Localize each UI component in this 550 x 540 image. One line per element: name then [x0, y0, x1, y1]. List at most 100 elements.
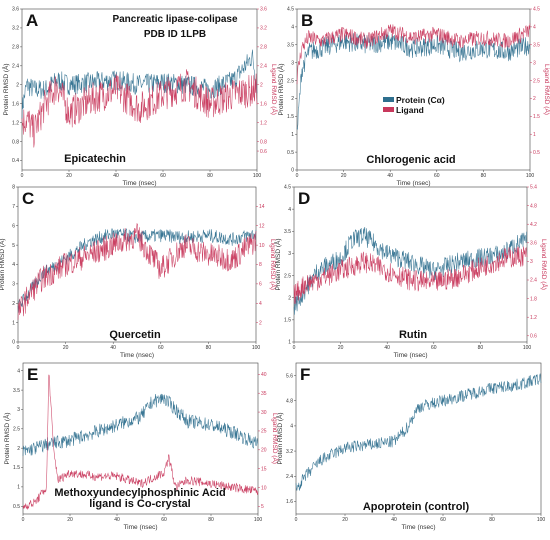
- x-tick-label: 40: [387, 173, 393, 179]
- x-tick-label: 80: [489, 517, 495, 523]
- y-axis-label: Protein RMSD (Å): [275, 412, 284, 464]
- series-line-ligand: [17, 222, 257, 320]
- y-right-tick-label: 1.5: [533, 114, 540, 120]
- y-right-tick-label: 30: [261, 410, 267, 416]
- y-right-tick-label: 5: [261, 504, 264, 510]
- x-tick-label: 80: [207, 173, 213, 179]
- y-right-tick-label: 2: [259, 320, 262, 326]
- y-right-tick-label: 2.8: [260, 45, 267, 51]
- x-tick-label: 0: [17, 345, 20, 351]
- y-tick-label: 3.5: [284, 229, 291, 235]
- y-right-tick-label: 0.6: [530, 334, 537, 340]
- y-tick-label: 2.4: [12, 64, 19, 70]
- y-tick-label: 0.5: [13, 504, 20, 510]
- y-tick-label: 3: [291, 60, 294, 66]
- y-tick-label: 6: [12, 223, 15, 229]
- x-tick-label: 0: [293, 345, 296, 351]
- y-tick-label: 4: [290, 424, 293, 430]
- y-tick-label: 4: [291, 25, 294, 31]
- y-tick-label: 2.5: [287, 78, 294, 84]
- x-tick-label: 0: [296, 173, 299, 179]
- y-right-axis-label: Ligand RMSD (Å): [540, 239, 549, 290]
- y-right-tick-label: 1.2: [260, 120, 267, 126]
- y-right-tick-label: 6: [259, 282, 262, 288]
- y-tick-label: 2: [291, 96, 294, 102]
- compound-name: Quercetin: [109, 329, 161, 341]
- x-tick-label: 20: [342, 517, 348, 523]
- y-tick-label: 3.5: [13, 388, 20, 394]
- compound-name: Epicatechin: [64, 153, 126, 165]
- panel-B: 0 20 40 60 80 100 0 0.5 1 1.5 2 2.5 3 3.5 4 4.5 0.5 1 1.5 2…: [276, 7, 550, 187]
- x-tick-label: 20: [66, 173, 72, 179]
- y-right-tick-label: 10: [261, 485, 267, 491]
- y-right-tick-label: 2: [260, 82, 263, 88]
- y-tick-label: 1: [12, 320, 15, 326]
- y-tick-label: 4.8: [286, 398, 293, 404]
- y-right-tick-label: 20: [261, 448, 267, 454]
- x-tick-label: 40: [391, 517, 397, 523]
- y-right-tick-label: 3.5: [533, 42, 540, 48]
- y-tick-label: 1: [288, 340, 291, 346]
- y-right-tick-label: 2.4: [530, 278, 537, 284]
- y-right-tick-label: 3.6: [530, 241, 537, 247]
- panel-A: 0 20 40 60 80 100 0.4 0.8 1.2 1.6 2 2.4 2.8 3.2 3.6 0.6…: [1, 7, 279, 187]
- y-tick-label: 0: [291, 168, 294, 174]
- header-line-1: Pancreatic lipase-colipase: [112, 14, 238, 25]
- y-right-tick-label: 0.6: [260, 149, 267, 155]
- y-tick-label: 4: [17, 368, 20, 374]
- y-right-tick-label: 1.8: [530, 296, 537, 302]
- y-tick-label: 3.5: [287, 42, 294, 48]
- x-tick-label: 60: [434, 173, 440, 179]
- y-right-axis-label: Ligand RMSD (Å): [271, 413, 280, 464]
- series-line-protein: [22, 393, 259, 456]
- panel-letter: B: [301, 11, 313, 30]
- x-tick-label: 20: [338, 345, 344, 351]
- y-tick-label: 0: [12, 340, 15, 346]
- x-tick-label: 80: [208, 517, 214, 523]
- y-right-tick-label: 3.6: [260, 7, 267, 13]
- figure-header: Pancreatic lipase-colipase PDB ID 1LPB: [112, 14, 238, 40]
- y-axis-label: Protein RMSD (Å): [2, 412, 11, 464]
- y-tick-label: 1.5: [13, 465, 20, 471]
- y-tick-label: 5: [12, 243, 15, 249]
- y-tick-label: 0.5: [287, 150, 294, 156]
- x-axis-label: Time (nsec): [120, 352, 154, 359]
- y-tick-label: 2: [288, 295, 291, 301]
- x-tick-label: 60: [158, 345, 164, 351]
- x-tick-label: 60: [431, 345, 437, 351]
- y-right-tick-label: 4.8: [530, 203, 537, 209]
- y-axis-label: Protein RMSD (Å): [1, 63, 10, 115]
- y-tick-label: 1.6: [12, 101, 19, 107]
- panel-letter: E: [27, 365, 38, 384]
- x-tick-label: 60: [160, 173, 166, 179]
- legend-swatch-protein: [383, 97, 394, 102]
- panel-letter: F: [300, 365, 310, 384]
- y-right-tick-label: 3: [530, 259, 533, 265]
- y-right-tick-label: 8: [259, 262, 262, 268]
- y-axis-label: Protein RMSD (Å): [276, 63, 285, 115]
- y-tick-label: 3: [17, 407, 20, 413]
- x-tick-label: 40: [113, 173, 119, 179]
- x-tick-label: 100: [254, 517, 263, 523]
- legend-label-ligand: Ligand: [396, 105, 424, 115]
- panel-F: 0 20 40 60 80 100 1.6 2.4 3.2 4 4.8 5.6 Time (nsec) P…: [275, 362, 545, 531]
- y-right-axis-label: Ligand RMSD (Å): [269, 239, 278, 290]
- x-tick-label: 20: [67, 517, 73, 523]
- compound-name: Apoprotein (control): [363, 501, 470, 513]
- x-tick-label: 20: [63, 345, 69, 351]
- y-tick-label: 3: [288, 251, 291, 257]
- x-tick-label: 80: [206, 345, 212, 351]
- x-tick-label: 100: [252, 345, 261, 351]
- y-right-axis-label: Ligand RMSD (Å): [543, 64, 550, 115]
- plot-frame: [293, 186, 528, 343]
- plot-frame: [295, 362, 542, 515]
- panel-D: 0 20 40 60 80 100 1 1.5 2 2.5 3 3.5 4 4.5 0.6 1.2 1.8 2.4…: [273, 185, 549, 359]
- y-tick-label: 1.2: [12, 120, 19, 126]
- series-line-ligand: [293, 246, 528, 304]
- y-tick-label: 1.5: [284, 318, 291, 324]
- y-tick-label: 0.4: [12, 158, 19, 164]
- y-right-tick-label: 25: [261, 429, 267, 435]
- y-right-tick-label: 14: [259, 204, 265, 210]
- y-axis-label: Protein RMSD (Å): [0, 238, 6, 290]
